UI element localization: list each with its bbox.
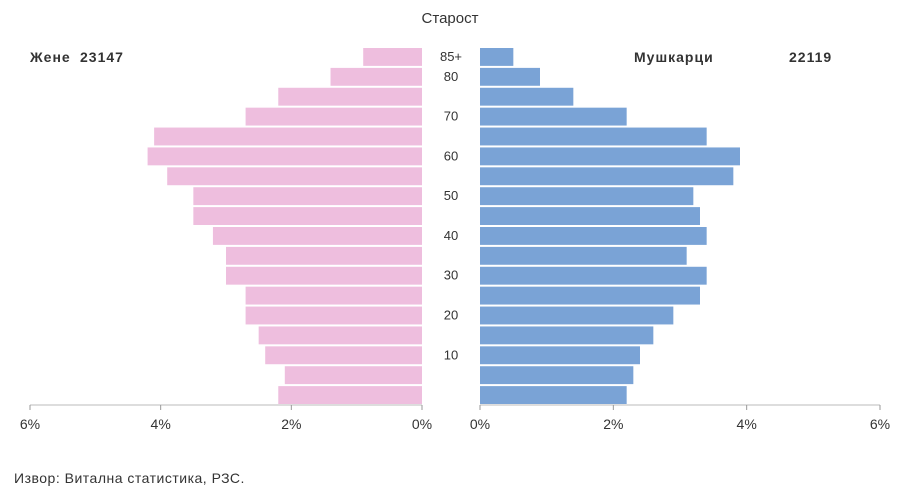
female-bar-30-34 (226, 266, 422, 285)
male-bars (480, 48, 740, 404)
male-bar-10-14 (480, 346, 640, 365)
male-legend: Мушкарци 22119 (634, 49, 832, 65)
left-tick-label: 2% (281, 416, 301, 432)
male-bar-55-59 (480, 167, 734, 186)
source-note: Извор: Витална статистика, РЗС. (14, 470, 245, 486)
male-bar-80-84 (480, 67, 540, 86)
age-label-70: 70 (444, 109, 458, 124)
male-bar-25-29 (480, 286, 700, 305)
female-bar-45-49 (193, 207, 422, 225)
male-bar-20-24 (480, 306, 674, 325)
age-label-10: 10 (444, 347, 458, 362)
male-bar-60-64 (480, 147, 740, 166)
female-bar-15-19 (258, 326, 422, 345)
male-label: Мушкарци (634, 49, 714, 65)
left-axis-ticks: 6% 4% 2% 0% (20, 405, 432, 432)
female-bar-55-59 (167, 167, 422, 186)
female-bar-5-9 (284, 366, 422, 385)
age-label-40: 40 (444, 228, 458, 243)
left-tick-label: 4% (151, 416, 171, 432)
female-bar-10-14 (265, 346, 422, 365)
female-bar-40-44 (212, 227, 422, 245)
male-bar-45-49 (480, 207, 700, 225)
male-bar-30-34 (480, 266, 707, 285)
female-bar-65-69 (154, 127, 422, 146)
male-bar-40-44 (480, 227, 707, 245)
female-bar-85+ (363, 48, 422, 66)
male-bar-85+ (480, 48, 514, 66)
chart-title: Старост (422, 10, 479, 27)
age-label-50: 50 (444, 188, 458, 203)
female-bar-0-4 (278, 386, 422, 404)
age-label-85plus: 85+ (440, 49, 462, 64)
male-bar-75-79 (480, 87, 574, 106)
male-bar-0-4 (480, 386, 627, 404)
female-bar-70-74 (245, 107, 422, 126)
age-label-20: 20 (444, 308, 458, 323)
female-bars (147, 48, 422, 404)
right-tick-label: 6% (870, 416, 890, 432)
age-label-30: 30 (444, 268, 458, 283)
female-label: Жене (29, 49, 71, 65)
female-bar-80-84 (330, 67, 422, 86)
male-bar-50-54 (480, 187, 694, 206)
female-bar-60-64 (147, 147, 422, 166)
age-axis-labels: 85+ 80 70 60 50 40 30 20 10 (440, 49, 462, 362)
female-bar-35-39 (226, 246, 422, 265)
female-bar-50-54 (193, 187, 422, 206)
right-tick-label: 2% (603, 416, 623, 432)
female-legend: Жене 23147 (29, 49, 124, 65)
left-tick-label: 0% (412, 416, 432, 432)
male-bar-5-9 (480, 366, 634, 385)
female-bar-75-79 (278, 87, 422, 106)
right-tick-label: 4% (737, 416, 757, 432)
right-tick-label: 0% (470, 416, 490, 432)
age-label-60: 60 (444, 148, 458, 163)
female-bar-20-24 (245, 306, 422, 325)
left-tick-label: 6% (20, 416, 40, 432)
male-bar-65-69 (480, 127, 707, 146)
female-total: 23147 (80, 49, 124, 65)
female-bar-25-29 (245, 286, 422, 305)
male-bar-15-19 (480, 326, 654, 345)
male-total: 22119 (789, 49, 832, 65)
male-bar-70-74 (480, 107, 627, 126)
male-bar-35-39 (480, 246, 687, 265)
right-axis-ticks: 0% 2% 4% 6% (470, 405, 890, 432)
age-label-80: 80 (444, 69, 458, 84)
